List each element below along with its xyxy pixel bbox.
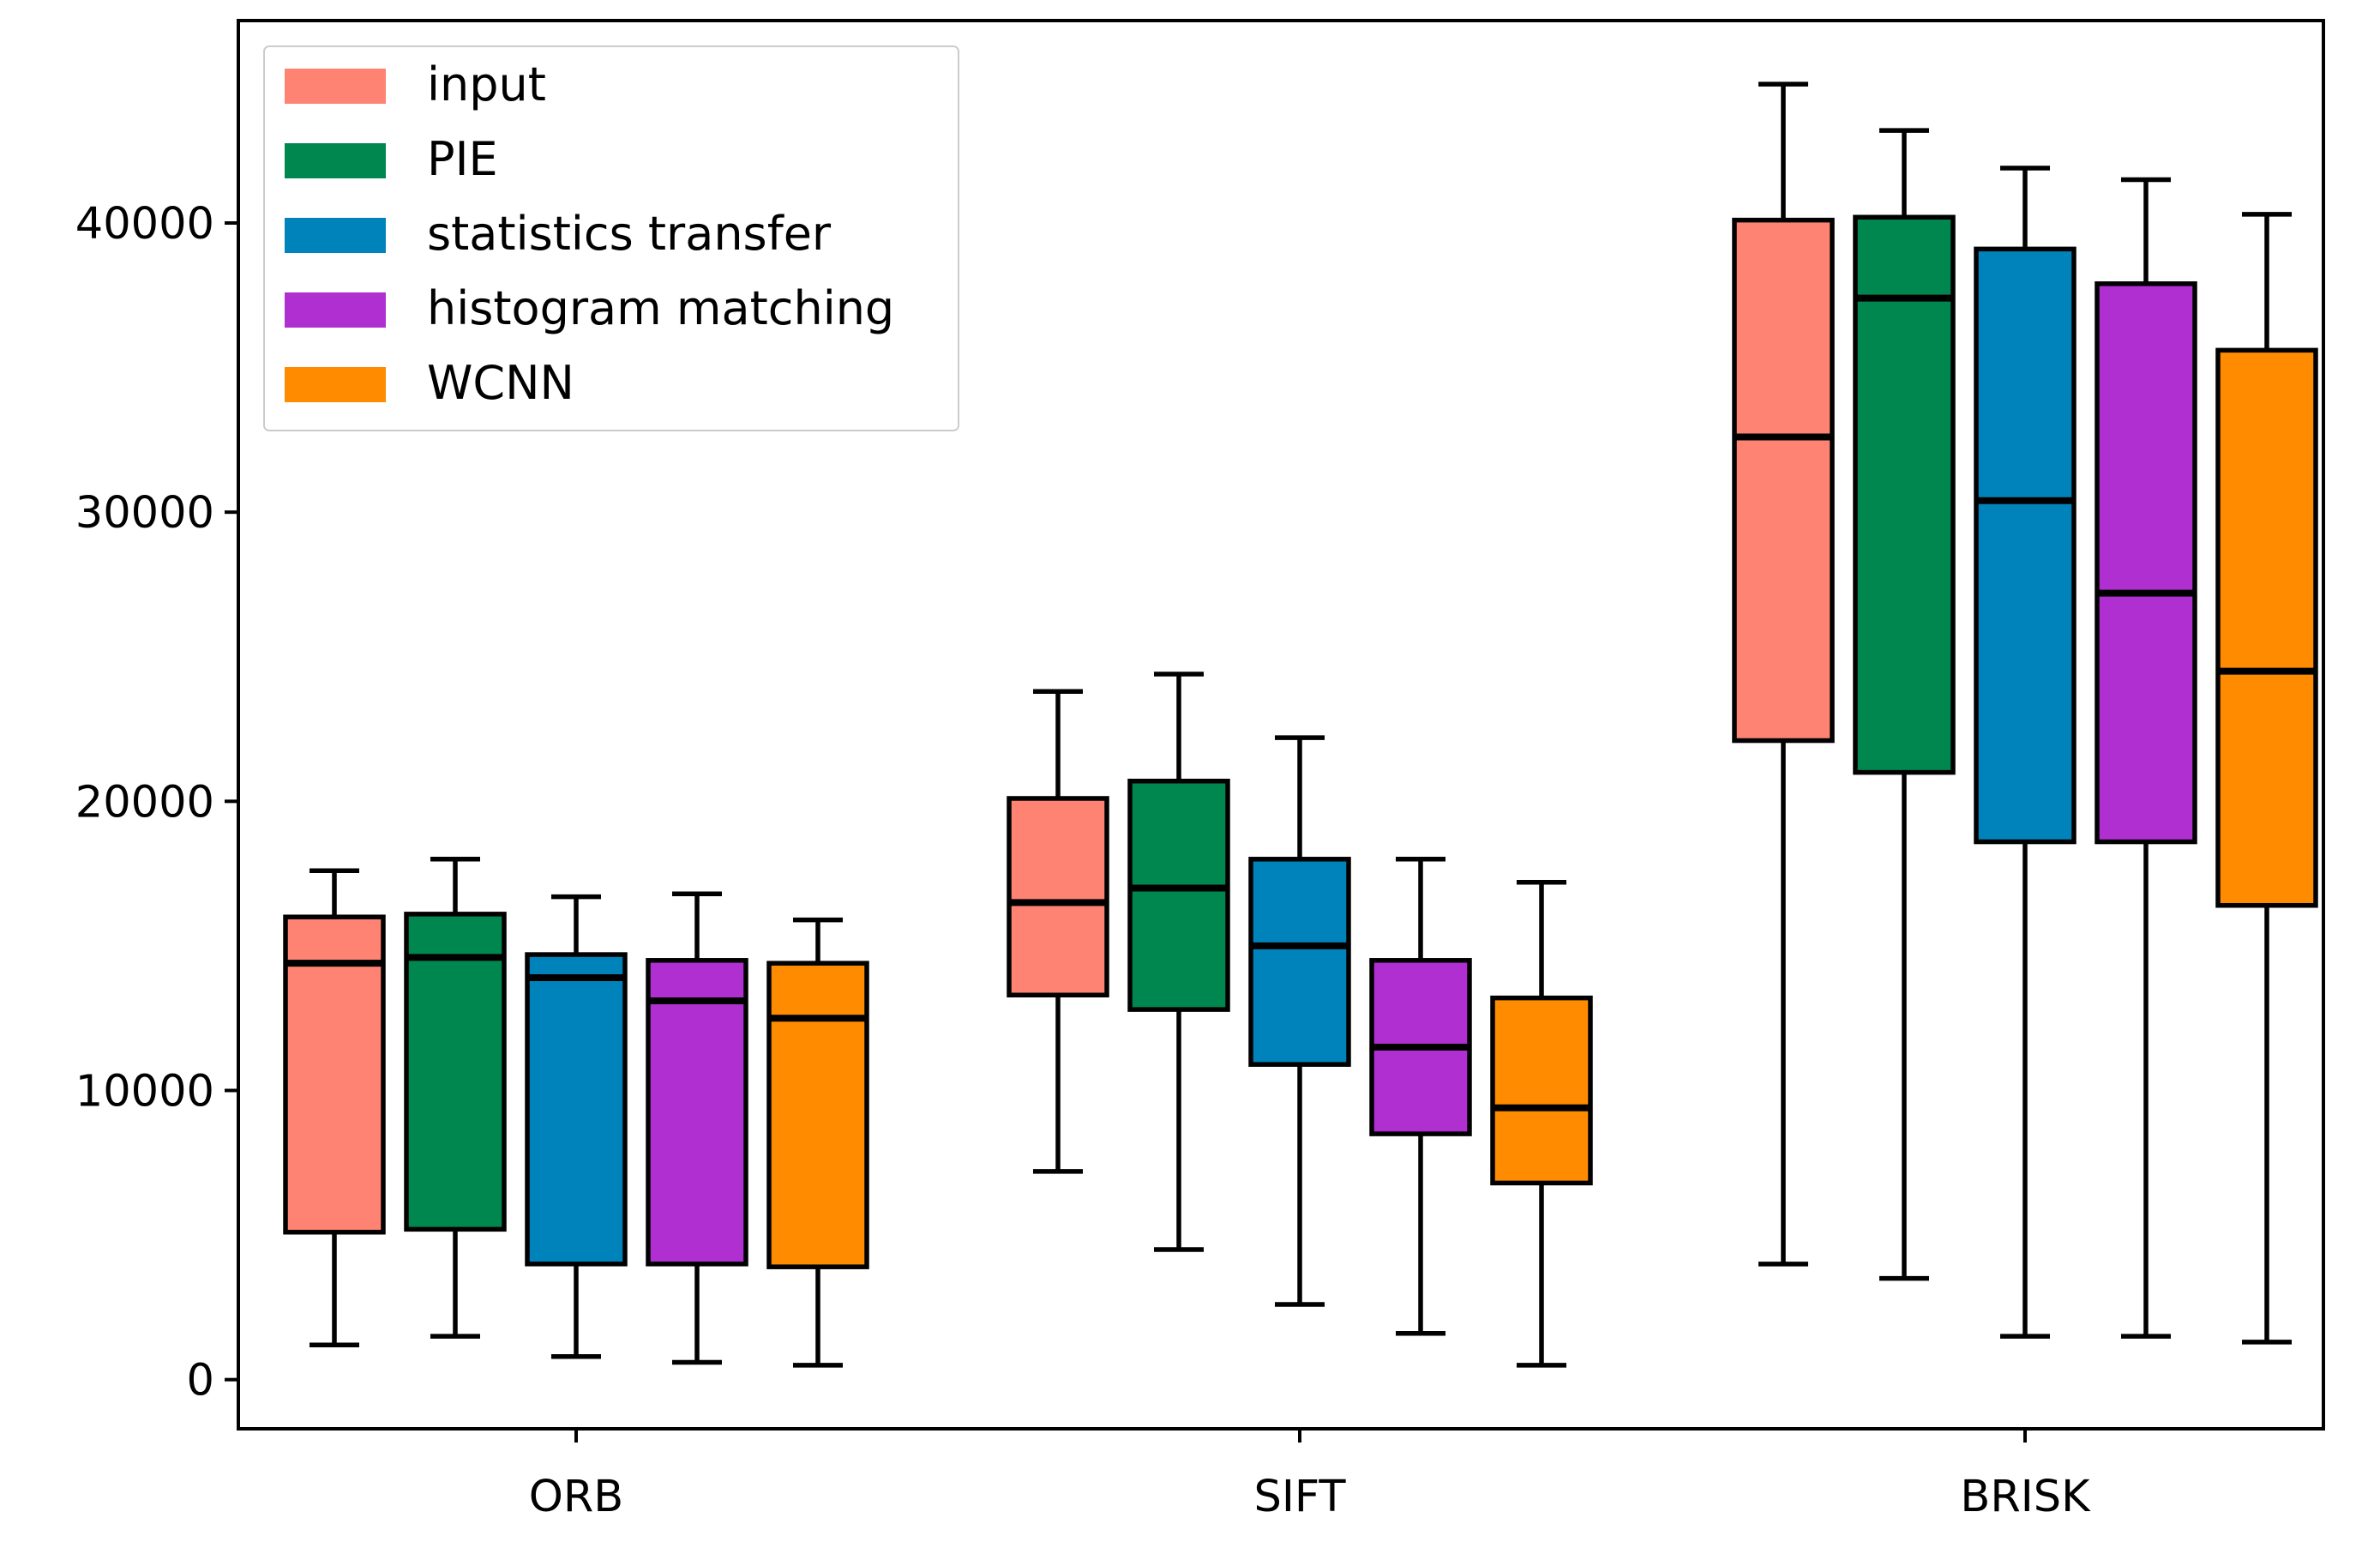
box-sift-histogram-matching [1369,857,1472,1336]
axes-frame [237,19,2325,1431]
legend-item-statistics-transfer: statistics transfer [285,207,832,261]
legend-label: WCNN [427,356,574,410]
iqr-box [1248,857,1351,1067]
iqr-box [525,952,628,1267]
box-orb-input [283,868,386,1347]
box-brisk-wcnn [2215,212,2318,1345]
y-tick-label: 0 [187,1356,214,1406]
iqr-box [1490,995,1593,1186]
legend-item-wcnn: WCNN [285,356,574,410]
legend-label: PIE [427,132,498,186]
iqr-box [1007,796,1109,998]
y-tick-label: 20000 [75,777,214,828]
legend-item-pie: PIE [285,132,498,186]
plot-area [283,81,2318,1368]
iqr-box [1974,246,2076,845]
box-orb-pie [404,857,507,1339]
legend-label: statistics transfer [427,207,832,261]
x-tick-label-sift: SIFT [1253,1472,1346,1522]
legend-item-histogram-matching: histogram matching [285,281,894,335]
box-sift-statistics-transfer [1248,735,1351,1307]
box-sift-wcnn [1490,880,1593,1368]
legend: input PIE statistics transfer histogram mat… [263,45,959,431]
iqr-box [1853,214,1956,775]
axes: 0 10000 20000 30000 40000 ORB SIFT BRISK [75,19,2325,1522]
legend-swatch [285,218,386,253]
box-sift-input [1007,689,1109,1174]
iqr-box [766,961,869,1269]
box-brisk-pie [1853,128,1956,1281]
box-brisk-histogram-matching [2095,177,2197,1339]
box-orb-statistics-transfer [525,894,628,1359]
iqr-box [2095,281,2197,845]
legend-swatch [285,69,386,104]
box-orb-wcnn [766,917,869,1368]
legend-swatch [285,292,386,328]
iqr-box [283,914,386,1235]
x-tick-label-brisk: BRISK [1960,1472,2091,1522]
legend-item-input: input [285,57,546,111]
legend-label: input [427,57,546,111]
box-sift-pie [1127,672,1230,1252]
legend-label: histogram matching [427,281,894,335]
y-tick-label: 30000 [75,488,214,539]
box-brisk-statistics-transfer [1974,166,2076,1339]
y-tick-label: 40000 [75,199,214,250]
box-orb-histogram-matching [646,891,748,1365]
iqr-box [646,958,748,1267]
box-brisk-input [1732,81,1835,1267]
x-tick-label-orb: ORB [529,1472,624,1522]
legend-frame [263,45,959,431]
iqr-box [1127,778,1230,1012]
legend-swatch [285,143,386,178]
iqr-box [404,912,507,1232]
iqr-box [1732,217,1835,744]
legend-swatch [285,367,386,402]
iqr-box [2215,347,2318,908]
y-tick-label: 10000 [75,1067,214,1117]
